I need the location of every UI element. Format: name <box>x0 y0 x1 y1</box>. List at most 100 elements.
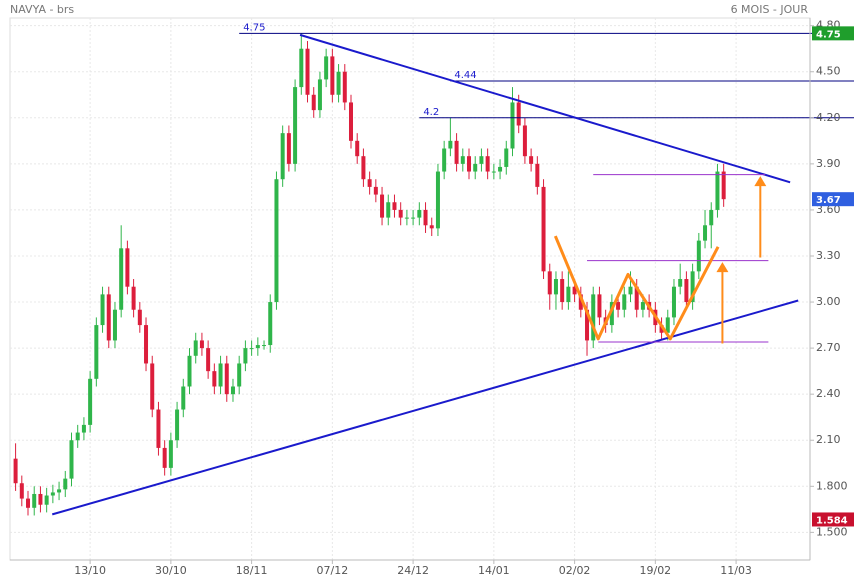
trend-line <box>553 235 720 341</box>
x-tick-label: 14/01 <box>478 564 510 577</box>
candle-body <box>168 440 173 468</box>
candle-body <box>162 447 167 468</box>
candle-body <box>435 171 440 229</box>
candle-body <box>336 71 341 95</box>
candle-body <box>243 348 248 364</box>
axes: 1.5001.8002.102.402.703.003.303.603.904.… <box>10 18 854 577</box>
price-tag <box>812 512 854 527</box>
y-tick-label: 3.00 <box>816 295 841 308</box>
candle-body <box>137 309 142 326</box>
candle-body <box>678 279 683 287</box>
candle-body <box>703 225 708 241</box>
candle-body <box>665 317 670 333</box>
candle-body <box>566 286 571 303</box>
candle-body <box>224 363 229 395</box>
price-tag-label: 4.75 <box>816 29 841 40</box>
y-tick-label: 2.10 <box>816 433 841 446</box>
candle-body <box>112 309 117 341</box>
candle-body <box>361 156 366 180</box>
level-label: 4.75 <box>243 22 265 33</box>
candle-body <box>423 209 428 226</box>
candle-body <box>386 202 391 218</box>
x-tick-label: 02/02 <box>559 564 591 577</box>
marks <box>13 33 726 516</box>
candle-body <box>659 325 664 333</box>
candle-body <box>230 386 235 395</box>
candle-body <box>88 378 93 425</box>
candle-body <box>131 286 136 310</box>
candle-body <box>597 294 602 318</box>
x-tick-label: 13/10 <box>74 564 106 577</box>
candle-body <box>553 279 558 295</box>
candle-body <box>94 325 99 379</box>
candle-body <box>175 409 180 441</box>
candle-body <box>50 492 55 496</box>
candle-body <box>671 286 676 318</box>
candle-body <box>237 363 242 387</box>
candle-body <box>206 348 211 372</box>
candle-body <box>106 294 111 341</box>
candle-body <box>330 56 335 95</box>
candle-body <box>491 171 496 173</box>
y-tick-label: 3.90 <box>816 157 841 170</box>
price-tag <box>812 26 854 41</box>
candle-body <box>193 340 198 356</box>
candle-body <box>417 209 422 218</box>
arrow-head <box>716 262 729 273</box>
candle-body <box>13 458 18 484</box>
candle-body <box>187 355 192 387</box>
candle-body <box>498 166 503 172</box>
chart-subtitle: 6 MOIS - JOUR <box>731 3 809 16</box>
candle-body <box>640 302 645 310</box>
candle-body <box>119 248 124 310</box>
candle-body <box>63 478 68 490</box>
candle-body <box>32 493 37 508</box>
candle-body <box>212 371 217 387</box>
candle-body <box>100 294 105 326</box>
candle-body <box>684 279 689 303</box>
candle-body <box>591 294 596 341</box>
candle-body <box>504 148 509 167</box>
candle-body <box>510 102 515 149</box>
x-tick-label: 18/11 <box>236 564 268 577</box>
candle-body <box>299 48 304 88</box>
candle-body <box>479 156 484 164</box>
candle-body <box>355 140 360 157</box>
candle-body <box>342 71 347 103</box>
y-tick-label: 1.800 <box>816 479 848 492</box>
candle-body <box>715 171 720 210</box>
candle-body <box>622 294 627 310</box>
candle-body <box>280 133 285 180</box>
x-tick-label: 07/12 <box>317 564 349 577</box>
x-tick-label: 24/12 <box>397 564 429 577</box>
candle-body <box>572 286 577 295</box>
candle-body <box>125 248 130 287</box>
candle-body <box>404 217 409 219</box>
candle-body <box>609 302 614 326</box>
candle-body <box>454 140 459 164</box>
candle-body <box>81 424 86 433</box>
candle-body <box>218 363 223 387</box>
candle-body <box>75 432 80 441</box>
candle-body <box>529 156 534 164</box>
candle-body <box>398 209 403 218</box>
level-label: 4.2 <box>423 107 439 118</box>
candle-body <box>144 325 149 364</box>
y-tick-label: 1.500 <box>816 525 848 538</box>
trend-line <box>299 33 791 184</box>
candle-body <box>373 186 378 195</box>
candle-body <box>467 156 472 172</box>
candle-body <box>690 271 695 303</box>
y-tick-label: 4.20 <box>816 111 841 124</box>
trend-line <box>51 299 799 516</box>
candle-body <box>709 209 714 226</box>
price-tag-label: 3.67 <box>816 195 841 206</box>
candle-body <box>317 79 322 111</box>
plot-area <box>9 17 811 561</box>
candle-body <box>516 102 521 126</box>
x-tick-label: 30/10 <box>155 564 187 577</box>
candle-body <box>429 225 434 229</box>
candle-body <box>535 163 540 187</box>
candle-body <box>460 156 465 164</box>
